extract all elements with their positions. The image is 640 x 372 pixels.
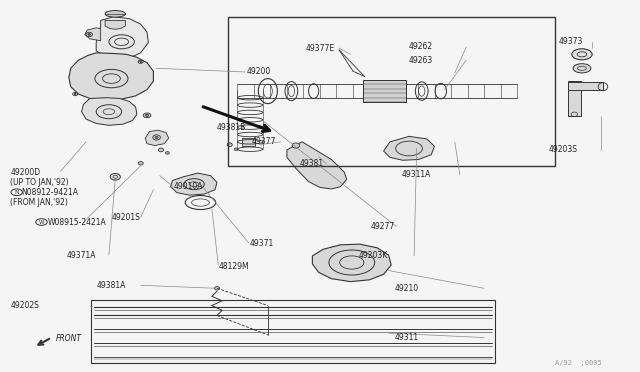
Text: 49381: 49381 — [300, 160, 324, 169]
Polygon shape — [105, 20, 125, 29]
Ellipse shape — [145, 114, 148, 116]
Polygon shape — [81, 98, 137, 125]
Text: 49371A: 49371A — [67, 251, 97, 260]
Text: 48129M: 48129M — [218, 262, 249, 271]
Text: W: W — [39, 219, 44, 225]
Ellipse shape — [292, 143, 300, 148]
Text: 49200: 49200 — [247, 67, 271, 77]
Text: 49277: 49277 — [371, 222, 395, 231]
Text: W08915-2421A: W08915-2421A — [48, 218, 107, 227]
Bar — [91, 300, 495, 363]
Circle shape — [36, 219, 47, 225]
Text: 49262: 49262 — [409, 42, 433, 51]
Polygon shape — [171, 173, 217, 195]
Ellipse shape — [110, 173, 120, 180]
Text: 49210: 49210 — [395, 284, 419, 293]
Ellipse shape — [159, 148, 164, 152]
Ellipse shape — [88, 33, 90, 35]
Text: 49373: 49373 — [559, 37, 583, 46]
Bar — [364, 80, 406, 102]
Bar — [228, 17, 556, 166]
Ellipse shape — [234, 148, 238, 151]
Text: 49201S: 49201S — [112, 213, 141, 222]
Polygon shape — [69, 53, 154, 101]
Text: 49311A: 49311A — [401, 170, 431, 179]
Ellipse shape — [227, 143, 232, 147]
Text: 49010A: 49010A — [173, 182, 204, 190]
Text: 49200D: 49200D — [10, 167, 40, 177]
Ellipse shape — [143, 113, 151, 118]
Text: 49311: 49311 — [395, 333, 419, 342]
Polygon shape — [287, 142, 347, 189]
Bar — [568, 82, 603, 90]
Ellipse shape — [214, 286, 220, 290]
Polygon shape — [312, 244, 391, 282]
Text: 49203K: 49203K — [358, 251, 387, 260]
Bar — [243, 138, 255, 146]
Text: 49377E: 49377E — [306, 44, 335, 52]
Text: A/92  ;0005: A/92 ;0005 — [556, 360, 602, 366]
Text: 49381A: 49381A — [96, 281, 125, 290]
Polygon shape — [145, 130, 169, 145]
Ellipse shape — [573, 64, 591, 73]
Ellipse shape — [105, 10, 125, 17]
Text: 49202S: 49202S — [10, 301, 39, 310]
Text: (UP TO JAN,'92): (UP TO JAN,'92) — [10, 178, 69, 187]
Bar — [568, 81, 580, 116]
Text: 49371: 49371 — [250, 238, 275, 247]
Text: 49377: 49377 — [252, 137, 276, 146]
Text: FRONT: FRONT — [56, 334, 82, 343]
Circle shape — [11, 189, 22, 196]
Ellipse shape — [572, 49, 592, 60]
Polygon shape — [383, 137, 435, 160]
Text: N: N — [15, 190, 19, 195]
Text: 49203S: 49203S — [549, 145, 578, 154]
Text: N08912-9421A: N08912-9421A — [21, 188, 78, 197]
Ellipse shape — [140, 61, 141, 62]
Ellipse shape — [74, 93, 76, 95]
Text: (FROM JAN,'92): (FROM JAN,'92) — [10, 198, 68, 207]
Ellipse shape — [155, 137, 158, 138]
Polygon shape — [84, 28, 100, 41]
Ellipse shape — [138, 161, 143, 165]
Text: 49263: 49263 — [409, 56, 433, 65]
Text: 49381B: 49381B — [217, 123, 246, 132]
Polygon shape — [96, 17, 148, 59]
Ellipse shape — [166, 152, 170, 154]
